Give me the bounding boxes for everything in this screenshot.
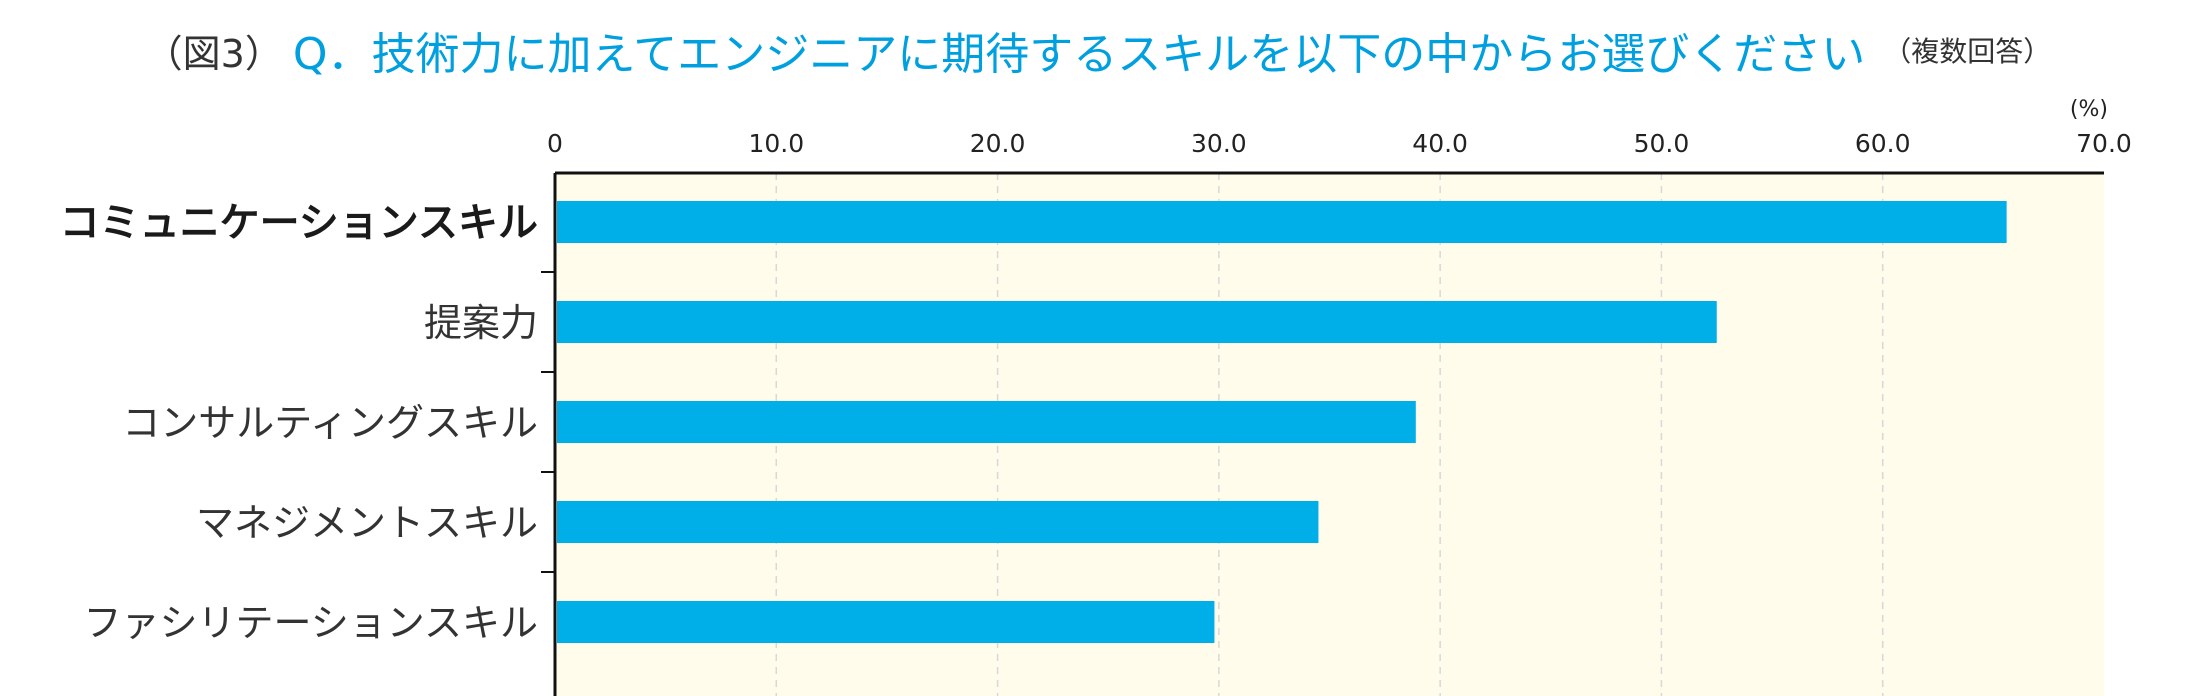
category-label: ファシリテーションスキル (84, 601, 538, 645)
bar (557, 501, 1319, 543)
unit-label: (%) (2070, 97, 2108, 122)
bar (557, 201, 2007, 243)
x-tick-label: 50.0 (1634, 129, 1690, 158)
bar (557, 601, 1215, 643)
category-label: コミュニケーションスキル (60, 200, 538, 246)
x-tick-label: 40.0 (1412, 129, 1468, 158)
x-tick-label: 70.0 (2076, 129, 2132, 158)
category-label: 提案力 (424, 301, 538, 345)
x-tick-label: 20.0 (970, 129, 1026, 158)
x-tick-label: 30.0 (1191, 129, 1247, 158)
chart-title: （図3） Q．技術力に加えてエンジニアに期待するスキルを以下の中からお選びくださ… (0, 0, 2196, 100)
category-label: マネジメントスキル (196, 501, 538, 545)
multiple-answer-note: （複数回答） (1883, 35, 2052, 68)
bar (557, 301, 1717, 343)
x-tick-label: 0 (547, 129, 563, 158)
question-text: Q．技術力に加えてエンジニアに期待するスキルを以下の中からお選びください (292, 29, 1866, 80)
figure-number: （図3） (144, 31, 283, 76)
x-tick-label: 60.0 (1855, 129, 1911, 158)
x-tick-label: 10.0 (748, 129, 804, 158)
bar (557, 401, 1416, 443)
category-label: コンサルティングスキル (122, 401, 538, 445)
